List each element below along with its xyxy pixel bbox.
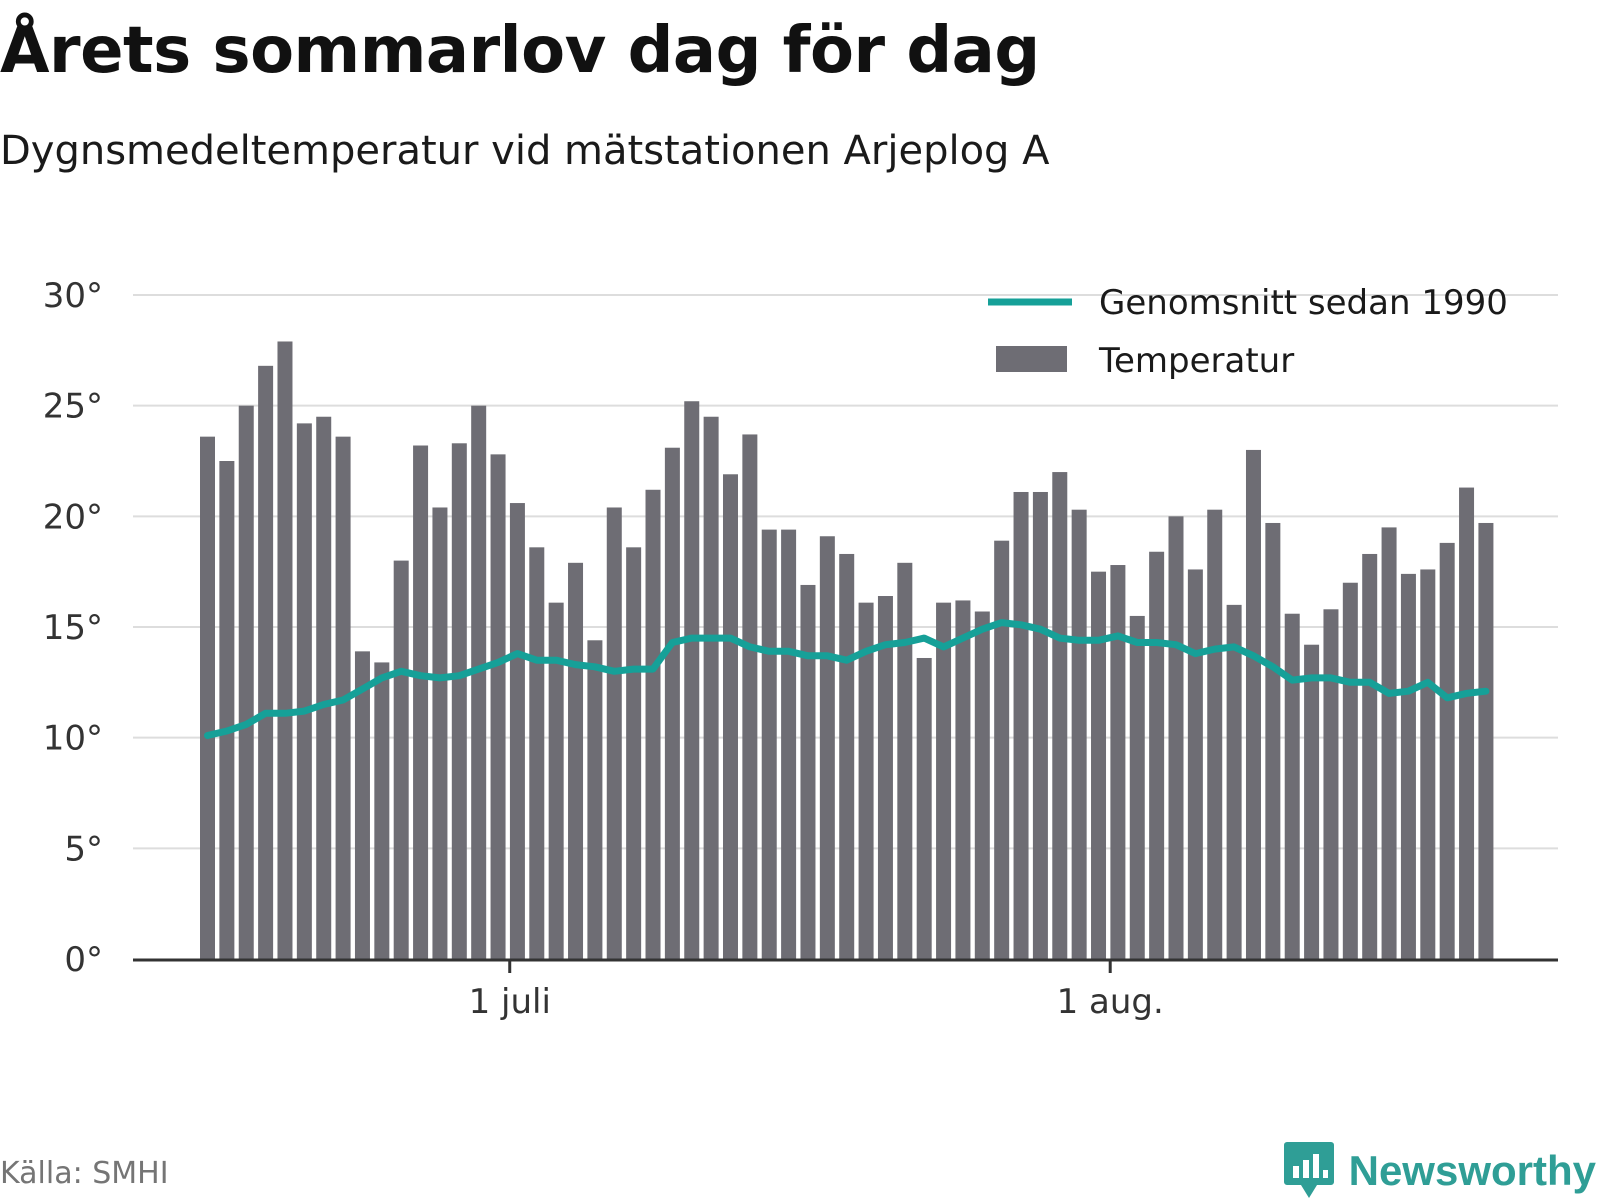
temperature-bar [819,536,835,959]
legend-bar-label: Temperatur [1098,341,1294,381]
temperature-bar [916,657,932,959]
temperature-bar [1149,551,1165,959]
temperature-bar [684,401,700,959]
temperature-bar [374,662,390,959]
temperature-bar [1110,565,1126,959]
temperature-bar [354,651,370,959]
y-tick-label: 0° [64,940,103,980]
temperature-bar [587,640,603,959]
legend-line-label: Genomsnitt sedan 1990 [1099,283,1508,323]
temperature-bar [781,529,797,959]
temperature-bar [877,596,893,959]
temperature-bar [897,562,913,959]
temperature-bar [606,507,622,959]
temperature-bar [1284,613,1300,959]
temperature-bar [200,436,215,959]
temperature-bar [994,540,1010,959]
temperature-bar [742,434,758,959]
temperature-bar [277,341,293,960]
y-tick-label: 15° [43,608,103,648]
temperature-bar [761,529,777,959]
x-tick-label: 1 juli [469,982,551,1022]
temperature-bar [858,602,874,959]
temperature-bar [1323,609,1339,959]
temperature-bar [1226,604,1242,959]
average-line-group [204,619,1490,739]
chart-title: Årets sommarlov dag för dag [0,14,1040,88]
temperature-bar [1052,472,1068,959]
y-tick-label: 20° [43,497,103,537]
temperature-bar [1187,569,1203,959]
legend-bar-swatch [996,346,1067,372]
temperature-bars [200,341,1494,960]
x-axis: 1 juli 1 aug. [133,958,1558,1022]
temperature-bar [296,423,312,960]
temperature-bar [316,416,332,959]
temperature-bar [1362,553,1378,959]
temperature-bar [258,365,274,959]
brand-name: Newsworthy [1348,1147,1596,1194]
temperature-bar [1013,491,1029,959]
y-tick-label: 5° [64,829,103,869]
temperature-bar [1381,527,1397,959]
temperature-bar [509,503,525,959]
temperature-bar [1420,569,1436,959]
temperature-bar [1207,509,1223,959]
temperature-bar [936,602,952,959]
y-tick-label: 30° [43,276,103,316]
temperature-bar [451,443,467,959]
temperature-bar [1459,487,1475,959]
temperature-bar [432,507,448,959]
temperature-bar [1265,522,1281,959]
temperature-bar [722,474,738,959]
newsworthy-logo: Newsworthy [1283,1140,1596,1202]
temperature-bar [413,445,429,959]
y-tick-label: 25° [43,387,103,427]
temperature-bar [1478,522,1494,959]
temperature-bar [1168,516,1184,959]
legend: Genomsnitt sedan 1990 Temperatur [988,283,1508,381]
temperature-bar [490,454,506,959]
temperature-bar [1439,542,1455,959]
temperature-bar [800,584,816,959]
temperature-bar [703,416,719,959]
y-tick-label: 10° [43,719,103,759]
temperature-bar [974,611,990,959]
temperature-bar [471,405,487,960]
temperature-bar [1071,509,1087,959]
temperature-bar [529,547,545,959]
temperature-bar [219,461,235,959]
newsworthy-logo-icon [1283,1142,1334,1198]
temperature-bar [955,600,971,959]
temperature-bar [645,489,661,959]
temperature-bar [393,560,409,959]
temperature-bar [664,447,680,959]
temperature-bar [1342,582,1358,959]
temperature-bar [839,553,855,959]
x-tick-label: 1 aug. [1057,982,1164,1022]
temperature-bar [626,547,642,959]
temperature-bar [568,562,584,959]
temperature-bar [548,602,564,959]
temperature-bar [1245,449,1261,959]
chart-subtitle: Dygnsmedeltemperatur vid mätstationen Ar… [0,128,1050,174]
source-note: Källa: SMHI [0,1156,169,1191]
temperature-bar [1304,644,1320,959]
temperature-bar [1032,491,1048,959]
temperature-bar [1400,573,1416,959]
temperature-bar [238,405,254,960]
temperature-bar [1129,615,1145,959]
average-line [204,619,1490,739]
temperature-bar [1091,571,1107,959]
temperature-chart: 0° 5° 10° 15° 20° 25° 30° 1 juli 1 aug. Genomsn… [43,276,1558,1022]
